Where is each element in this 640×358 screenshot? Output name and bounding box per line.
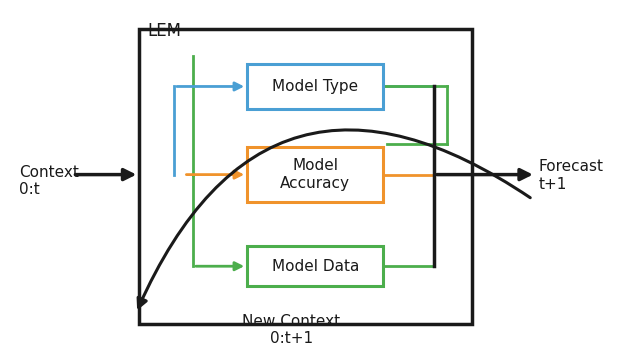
Text: Forecast
t+1: Forecast t+1 bbox=[539, 159, 604, 192]
FancyBboxPatch shape bbox=[247, 147, 383, 202]
FancyBboxPatch shape bbox=[247, 64, 383, 108]
Text: Model Type: Model Type bbox=[272, 79, 358, 94]
FancyBboxPatch shape bbox=[247, 246, 383, 286]
Text: New Context
0:t+1: New Context 0:t+1 bbox=[243, 314, 340, 347]
Text: Model
Accuracy: Model Accuracy bbox=[280, 158, 350, 191]
Text: LEM: LEM bbox=[147, 22, 181, 40]
FancyBboxPatch shape bbox=[139, 29, 472, 324]
Text: Model Data: Model Data bbox=[271, 259, 359, 274]
Text: Context
0:t: Context 0:t bbox=[19, 165, 79, 197]
